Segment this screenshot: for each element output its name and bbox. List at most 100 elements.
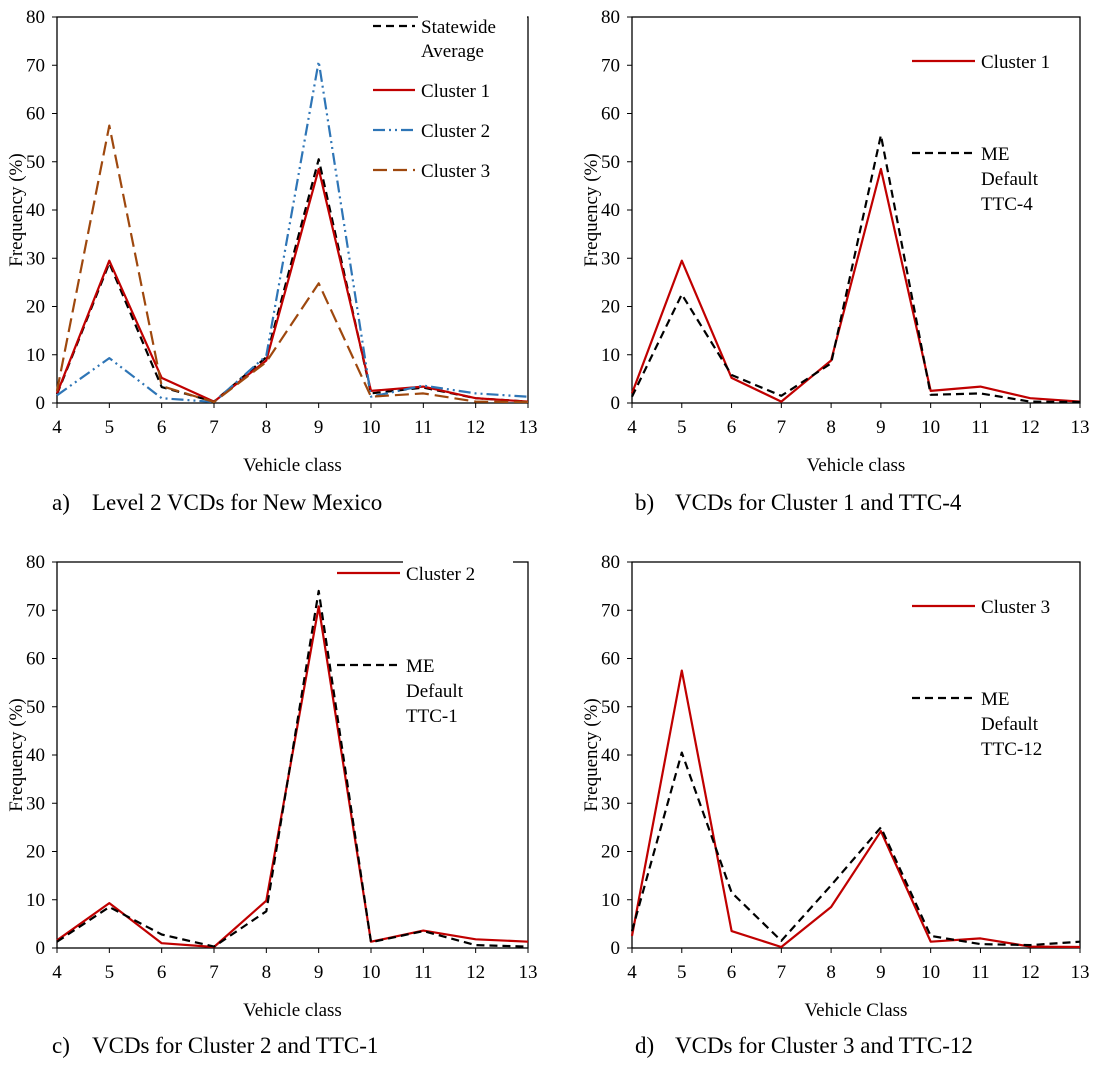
- y-tick-label: 10: [26, 345, 45, 366]
- legend-backing: [418, 14, 527, 62]
- series-line: [55, 124, 529, 404]
- y-tick-label: 0: [611, 393, 621, 414]
- y-axis-label: Frequency (%): [6, 153, 27, 266]
- x-tick-label: 10: [362, 417, 381, 438]
- legend-label: Cluster 3: [421, 161, 490, 182]
- y-tick-label: 50: [26, 697, 45, 718]
- x-tick-label: 11: [414, 417, 432, 438]
- y-tick-label: 30: [26, 248, 45, 269]
- x-tick-label: 4: [52, 417, 62, 438]
- x-axis-label: Vehicle class: [243, 455, 342, 476]
- legend-label: Default: [406, 681, 464, 702]
- panel-a: 0 10 20 30 40 50 60 70 80 4 5 6 7 8 9 10 11 12 13 Vehicle c…: [0, 0, 540, 520]
- caption-d: d) VCDs for Cluster 3 and TTC-12: [635, 1033, 973, 1059]
- legend-label: ME: [981, 689, 1010, 710]
- x-tick-label: 5: [677, 417, 687, 438]
- y-tick-label: 20: [601, 297, 620, 318]
- legend-backing: [418, 118, 527, 142]
- chart-d: 0 10 20 30 40 50 60 70 80 4 5 6 7 8 9 10 11 12 13 Vehicle C…: [581, 552, 1090, 1021]
- caption-c: c) VCDs for Cluster 2 and TTC-1: [52, 1033, 378, 1059]
- x-tick-label: 12: [1021, 417, 1040, 438]
- legend-backing: [978, 686, 1079, 761]
- x-axis-label: Vehicle class: [243, 1000, 342, 1021]
- x-tick-label: 12: [466, 962, 485, 983]
- x-tick-label: 11: [971, 417, 989, 438]
- caption-letter: a): [52, 490, 70, 515]
- x-tick-label: 13: [1071, 417, 1090, 438]
- legend-label: Cluster 2: [406, 564, 475, 585]
- x-tick-label: 5: [677, 962, 687, 983]
- y-tick-label: 0: [36, 393, 46, 414]
- y-tick-label: 70: [601, 600, 620, 621]
- legend-backing: [403, 561, 513, 586]
- legend-label: TTC-12: [981, 739, 1042, 760]
- caption-text: VCDs for Cluster 3 and TTC-12: [675, 1033, 973, 1058]
- x-tick-label: 12: [1021, 962, 1040, 983]
- series-line: [55, 158, 529, 403]
- x-tick-label: 6: [157, 417, 167, 438]
- panel-d: 0 10 20 30 40 50 60 70 80 4 5 6 7 8 9 10 11 12 13 Vehicle C…: [575, 545, 1095, 1065]
- y-tick-label: 50: [601, 152, 620, 173]
- y-tick-label: 40: [601, 200, 620, 221]
- chart-b: 0 10 20 30 40 50 60 70 80 4 5 6 7 8 9 10 11 12 13 Vehicle c…: [581, 7, 1090, 476]
- x-tick-label: 5: [105, 962, 115, 983]
- x-tick-label: 6: [727, 417, 737, 438]
- series-line: [630, 167, 1081, 403]
- y-axis-label: Frequency (%): [581, 698, 602, 811]
- x-tick-label: 6: [727, 962, 737, 983]
- x-tick-label: 8: [262, 417, 272, 438]
- legend-backing: [418, 78, 527, 102]
- y-tick-label: 40: [26, 200, 45, 221]
- series-line: [56, 605, 529, 949]
- x-tick-label: 9: [314, 417, 324, 438]
- series-line: [55, 167, 529, 403]
- series-line: [631, 134, 1081, 404]
- legend-label: Default: [981, 169, 1039, 190]
- x-tick-label: 4: [52, 962, 62, 983]
- legend-backing: [403, 653, 513, 728]
- y-tick-label: 30: [601, 793, 620, 814]
- y-tick-label: 0: [36, 938, 46, 959]
- x-tick-label: 9: [876, 417, 886, 438]
- panel-b: 0 10 20 30 40 50 60 70 80 4 5 6 7 8 9 10 11 12 13 Vehicle c…: [575, 0, 1095, 520]
- caption-text: VCDs for Cluster 2 and TTC-1: [92, 1033, 379, 1058]
- legend-label: ME: [406, 656, 435, 677]
- x-tick-label: 13: [1071, 962, 1090, 983]
- y-tick-label: 10: [601, 345, 620, 366]
- x-tick-label: 4: [627, 962, 637, 983]
- x-tick-label: 10: [921, 417, 940, 438]
- y-tick-label: 40: [601, 745, 620, 766]
- y-tick-label: 80: [26, 7, 45, 28]
- x-tick-label: 6: [157, 962, 167, 983]
- legend-backing: [978, 49, 1079, 74]
- caption-letter: b): [635, 490, 655, 515]
- y-tick-label: 80: [601, 552, 620, 573]
- y-axis-label: Frequency (%): [581, 153, 602, 266]
- series-line: [630, 751, 1081, 947]
- y-tick-label: 80: [601, 7, 620, 28]
- x-tick-label: 9: [876, 962, 886, 983]
- legend-label: Default: [981, 714, 1039, 735]
- y-tick-label: 20: [26, 842, 45, 863]
- x-tick-label: 9: [314, 962, 324, 983]
- y-axis-label: Frequency (%): [6, 698, 27, 811]
- x-tick-label: 7: [209, 417, 219, 438]
- x-tick-label: 8: [826, 417, 836, 438]
- caption-letter: d): [635, 1033, 655, 1058]
- x-tick-label: 8: [826, 962, 836, 983]
- x-axis-label: Vehicle Class: [805, 1000, 908, 1021]
- y-tick-label: 60: [26, 649, 45, 670]
- y-tick-label: 50: [601, 697, 620, 718]
- series-line: [56, 60, 529, 404]
- y-tick-label: 40: [26, 745, 45, 766]
- legend-label: Cluster 1: [981, 52, 1050, 73]
- y-tick-label: 0: [611, 938, 621, 959]
- x-tick-label: 13: [519, 417, 538, 438]
- legend-backing: [978, 141, 1079, 216]
- y-tick-label: 20: [601, 842, 620, 863]
- series-line: [56, 589, 529, 948]
- legend-label: ME: [981, 144, 1010, 165]
- x-tick-label: 12: [466, 417, 485, 438]
- x-axis-label: Vehicle class: [807, 455, 906, 476]
